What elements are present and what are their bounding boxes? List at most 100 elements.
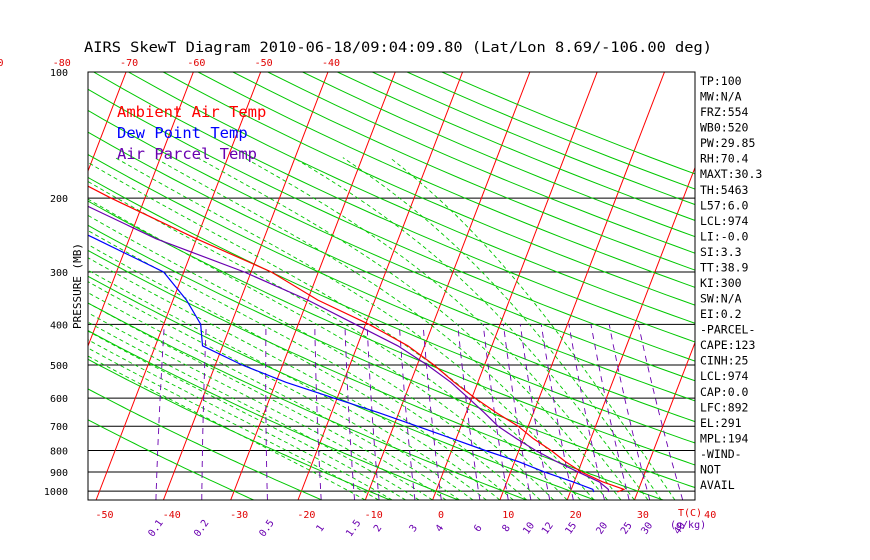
mixing-ratio-tick-label: 3 (408, 523, 420, 534)
bottom-temp-tick-label: 0 (438, 510, 444, 521)
dry-adiabat-line (267, 72, 695, 254)
mixing-ratio-line (344, 324, 355, 500)
bottom-temp-tick-label: -30 (230, 510, 248, 521)
index-item: TH:5463 (700, 183, 749, 197)
mixing-ratio-unit-label: (g/kg) (670, 520, 706, 531)
index-item: -WIND- (700, 447, 742, 461)
mixing-ratio-line (482, 324, 509, 500)
dry-adiabat-line (441, 72, 695, 175)
chart-title: AIRS SkewT Diagram 2010-06-18/09:04:09.8… (84, 40, 712, 56)
mixing-ratio-line (201, 324, 207, 500)
isotherm-line (88, 72, 127, 173)
mixing-ratio-line (314, 324, 322, 500)
pressure-tick-label: 200 (50, 194, 68, 205)
bottom-temp-tick-label: 10 (502, 510, 514, 521)
top-temp-tick-label: -80 (53, 58, 71, 69)
index-item: FRZ:554 (700, 105, 749, 119)
isotherm-line (88, 72, 194, 348)
isotherm-line (0, 72, 59, 500)
moist-adiabat-line (88, 302, 447, 500)
pressure-tick-label: 500 (50, 361, 68, 372)
index-item: CAP:0.0 (700, 385, 749, 399)
moist-adiabat-line (154, 157, 608, 500)
pressure-tick-label: 800 (50, 447, 68, 458)
moist-adiabat-line (88, 347, 379, 500)
mixing-ratio-line (265, 324, 268, 500)
moist-adiabat-line (88, 339, 393, 500)
dry-adiabat-line (88, 358, 391, 500)
moist-adiabat-line (293, 157, 649, 500)
grid-layer (0, 72, 870, 500)
moist-adiabat-line (88, 257, 501, 500)
pressure-tick-label: 300 (50, 268, 68, 279)
isotherm-line (566, 166, 695, 500)
index-item: MW:N/A (700, 90, 742, 104)
index-item: LCL:974 (700, 214, 749, 228)
dry-adiabat-line (88, 224, 695, 489)
index-item: MAXT:30.3 (700, 167, 762, 181)
dry-adiabat-line (88, 109, 695, 382)
x-axis-label: T(C) (678, 508, 702, 519)
mixing-ratio-line (502, 324, 532, 500)
isotherm-line (230, 72, 396, 500)
mixing-ratio-tick-label: 0.5 (257, 518, 276, 539)
index-item: LFC:892 (700, 400, 748, 414)
dry-adiabat-line (88, 388, 323, 500)
dry-adiabat-line (88, 131, 695, 402)
moist-adiabat-line (88, 292, 460, 500)
mixing-ratio-line (540, 324, 574, 500)
index-item: SI:3.3 (700, 245, 742, 259)
pressure-tick-label: 900 (50, 468, 68, 479)
mixing-ratio-tick-label: 25 (619, 520, 635, 536)
index-item: TT:38.9 (700, 261, 749, 275)
mixing-ratio-tick-label: 6 (472, 523, 484, 534)
plot-frame (87, 71, 696, 501)
dry-adiabat-line (88, 419, 254, 500)
bottom-temp-tick-label: 30 (637, 510, 649, 521)
top-temp-tick-label: -60 (187, 58, 205, 69)
series-line (88, 234, 595, 493)
moist-adiabat-line (88, 230, 528, 500)
index-item: CINH:25 (700, 354, 748, 368)
bottom-temp-tick-label: -50 (95, 510, 113, 521)
index-item: NOT (700, 463, 721, 477)
isotherm-line (836, 72, 870, 500)
mixing-ratio-tick-label: 1 (314, 523, 326, 534)
y-axis-label: PRESSURE (MB) (71, 243, 84, 329)
index-item: -PARCEL- (700, 323, 755, 337)
legend-entry: Dew Point Temp (117, 124, 248, 142)
mixing-ratio-line (457, 324, 481, 500)
mixing-ratio-tick-label: 30 (639, 520, 655, 536)
pressure-tick-label: 700 (50, 422, 68, 433)
mixing-ratio-line (568, 324, 605, 500)
index-item: LI:-0.0 (700, 229, 749, 243)
isotherm-line (297, 72, 464, 500)
dry-adiabat-line (88, 302, 527, 500)
index-item: LCL:974 (700, 369, 749, 383)
dry-adiabat-line (88, 275, 596, 500)
dry-adiabat-line (93, 72, 695, 343)
dry-adiabat-line (88, 88, 695, 362)
moist-adiabat-line (342, 157, 662, 500)
isotherm-line (432, 72, 598, 500)
moist-adiabat-line (88, 198, 555, 500)
dry-adiabat-line (88, 176, 695, 444)
dry-adiabat-line (128, 72, 695, 324)
moist-adiabat-line (88, 180, 568, 500)
mixing-ratio-line (366, 324, 380, 500)
dry-adiabat-line (232, 72, 695, 271)
index-item: WB0:520 (700, 121, 749, 135)
dry-adiabat-line (88, 249, 664, 500)
moist-adiabat-line (88, 330, 406, 500)
index-item: TP:100 (700, 74, 742, 88)
legend-entry: Air Parcel Temp (117, 145, 257, 163)
isotherm-line (499, 72, 665, 500)
mixing-ratio-line (155, 324, 165, 500)
dry-adiabat-line (163, 72, 695, 306)
pressure-tick-label: 600 (50, 394, 68, 405)
moist-adiabat-line (114, 157, 595, 500)
index-item: RH:70.4 (700, 152, 749, 166)
mixing-ratio-tick-label: 10 (521, 520, 537, 536)
mixing-ratio-line (608, 324, 651, 500)
